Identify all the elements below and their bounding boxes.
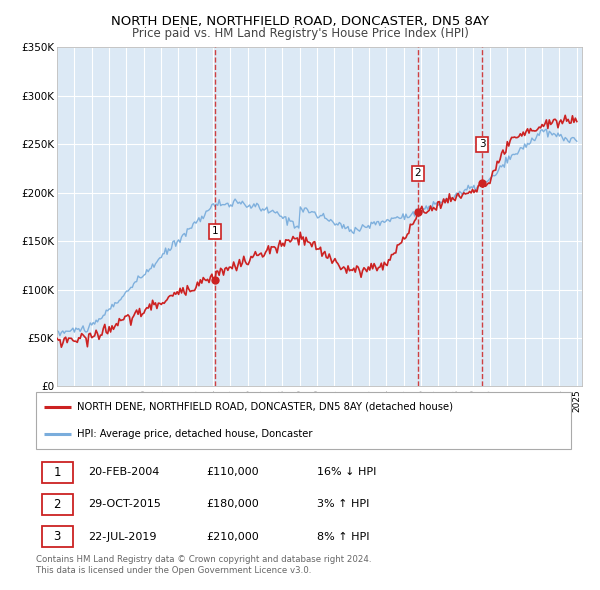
Text: 2: 2 xyxy=(415,168,421,178)
FancyBboxPatch shape xyxy=(35,392,571,449)
Text: 3: 3 xyxy=(479,139,485,149)
Text: NORTH DENE, NORTHFIELD ROAD, DONCASTER, DN5 8AY (detached house): NORTH DENE, NORTHFIELD ROAD, DONCASTER, … xyxy=(77,402,453,412)
Text: NORTH DENE, NORTHFIELD ROAD, DONCASTER, DN5 8AY: NORTH DENE, NORTHFIELD ROAD, DONCASTER, … xyxy=(111,15,489,28)
Text: HPI: Average price, detached house, Doncaster: HPI: Average price, detached house, Donc… xyxy=(77,429,313,439)
FancyBboxPatch shape xyxy=(42,526,73,547)
Text: 2: 2 xyxy=(53,498,61,511)
Text: 16% ↓ HPI: 16% ↓ HPI xyxy=(317,467,376,477)
Text: 20-FEB-2004: 20-FEB-2004 xyxy=(88,467,160,477)
Text: £210,000: £210,000 xyxy=(206,532,259,542)
FancyBboxPatch shape xyxy=(42,494,73,515)
Text: 1: 1 xyxy=(53,466,61,479)
Text: £110,000: £110,000 xyxy=(206,467,259,477)
Text: Price paid vs. HM Land Registry's House Price Index (HPI): Price paid vs. HM Land Registry's House … xyxy=(131,27,469,40)
Text: 8% ↑ HPI: 8% ↑ HPI xyxy=(317,532,370,542)
Text: 22-JUL-2019: 22-JUL-2019 xyxy=(88,532,157,542)
Text: 1: 1 xyxy=(212,227,218,237)
Text: 3: 3 xyxy=(53,530,61,543)
Text: Contains HM Land Registry data © Crown copyright and database right 2024.
This d: Contains HM Land Registry data © Crown c… xyxy=(35,555,371,575)
Text: 3% ↑ HPI: 3% ↑ HPI xyxy=(317,500,370,509)
Text: £180,000: £180,000 xyxy=(206,500,259,509)
Text: 29-OCT-2015: 29-OCT-2015 xyxy=(88,500,161,509)
FancyBboxPatch shape xyxy=(42,462,73,483)
